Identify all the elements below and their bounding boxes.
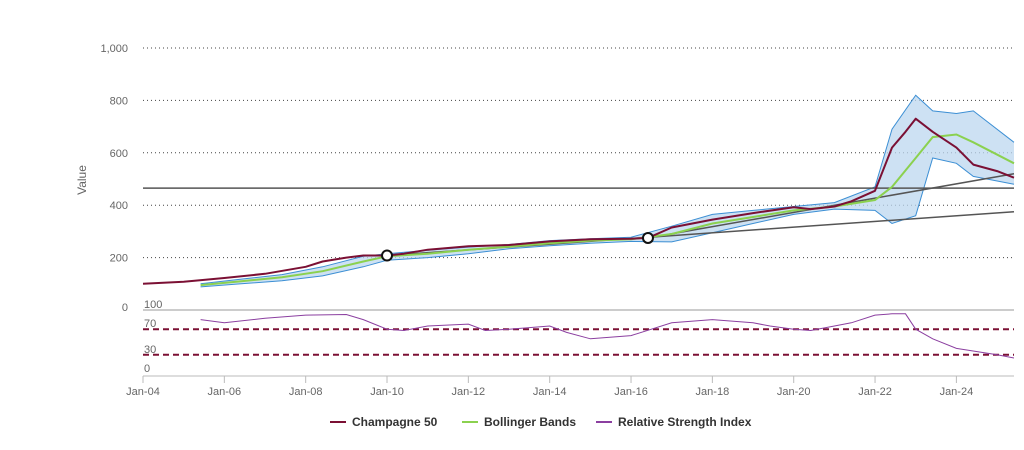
pivot-marker <box>381 249 394 262</box>
pivot-marker <box>641 231 654 244</box>
y-tick-label: 1,000 <box>100 43 128 55</box>
rsi-tick-label: 100 <box>144 299 162 311</box>
bollinger-band-area <box>200 94 1015 288</box>
grid <box>143 47 1014 259</box>
x-tick-label: Jan-10 <box>370 386 404 398</box>
y-tick-label: 800 <box>110 95 128 107</box>
rsi-tick-label: 70 <box>144 318 156 330</box>
x-tick-label: Jan-18 <box>696 386 730 398</box>
rsi-tick-label: 0 <box>144 363 150 375</box>
y-tick-label: 600 <box>110 148 128 160</box>
y-tick-label: 200 <box>110 253 128 265</box>
x-tick-label: Jan-08 <box>289 386 323 398</box>
x-tick-label: Jan-06 <box>208 386 242 398</box>
markers <box>381 231 654 262</box>
legend-item[interactable]: Champagne 50 <box>330 415 438 429</box>
x-tick-label: Jan-20 <box>777 386 811 398</box>
x-tick-label: Jan-12 <box>452 386 486 398</box>
y-axis-title: Value <box>75 165 89 195</box>
x-tick-label: Jan-16 <box>614 386 648 398</box>
x-tick-label: Jan-04 <box>126 386 160 398</box>
rsi-panel: 100 70 30 0 <box>143 299 1015 375</box>
axes: 1,000 800 600 400 200 0 Value Jan-04 Jan-06 Jan-0… <box>75 43 1014 398</box>
x-tick-label: Jan-14 <box>533 386 567 398</box>
rsi-tick-label: 30 <box>144 344 156 356</box>
legend-item[interactable]: Bollinger Bands <box>462 415 576 429</box>
y-tick-label: 400 <box>110 200 128 212</box>
legend-label: Champagne 50 <box>352 415 438 429</box>
rsi-line <box>200 313 1015 359</box>
x-tick-label: Jan-24 <box>940 386 974 398</box>
band-upper-line <box>200 94 1015 285</box>
legend-label: Bollinger Bands <box>484 415 576 429</box>
band-fill <box>200 95 1015 287</box>
y-tick-label: 0 <box>122 302 128 314</box>
legend[interactable]: Champagne 50 Bollinger Bands Relative Stre… <box>330 415 752 429</box>
x-tick-label: Jan-22 <box>858 386 892 398</box>
legend-label: Relative Strength Index <box>618 415 752 429</box>
legend-item[interactable]: Relative Strength Index <box>596 415 752 429</box>
